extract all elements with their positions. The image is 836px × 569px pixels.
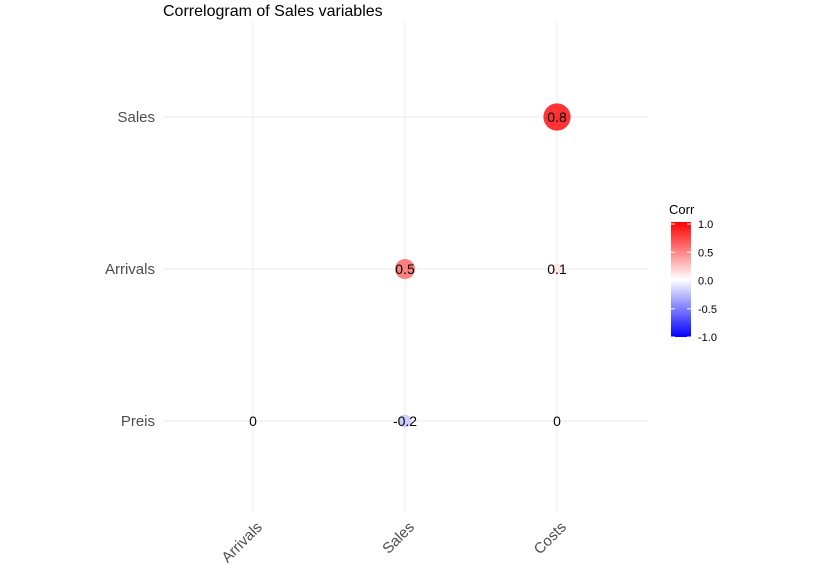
legend-ticks: 1.0 0.5 0.0 -0.5 -1.0 [671, 219, 717, 344]
x-tick-label: Costs [531, 519, 570, 558]
correlation-value-label: 0 [249, 413, 257, 429]
legend-tick-label: -1.0 [698, 332, 717, 344]
y-axis-ticks: Preis Arrivals Sales [105, 109, 155, 430]
correlation-value-label: 0 [553, 413, 561, 429]
correlation-value-label: 0.1 [547, 261, 567, 277]
chart-title: Correlogram of Sales variables [163, 3, 383, 20]
correlation-point [395, 259, 415, 279]
legend: Corr 1.0 0.5 0.0 -0.5 -1.0 [669, 202, 717, 344]
x-tick-label: Arrivals [218, 519, 265, 566]
y-tick-label: Arrivals [105, 261, 155, 278]
correlation-point [543, 103, 571, 131]
x-axis-ticks: Arrivals Sales Costs [218, 519, 569, 566]
x-tick-label: Sales [379, 519, 418, 558]
legend-title: Corr [669, 202, 695, 217]
legend-tick-label: -0.5 [698, 304, 717, 316]
correlation-points: 0 -0.2 0 0.5 0.1 0.8 [249, 103, 571, 429]
correlation-point [249, 417, 257, 425]
correlation-point [551, 263, 563, 275]
legend-tick-label: 0.5 [698, 247, 713, 259]
correlation-value-label: 0.8 [547, 109, 567, 125]
y-tick-label: Preis [121, 413, 155, 430]
correlation-value-label: -0.2 [393, 413, 417, 429]
legend-colorbar [671, 222, 691, 337]
correlation-point [553, 417, 561, 425]
legend-tick-label: 0.0 [698, 276, 713, 288]
legend-tick-label: 1.0 [698, 219, 713, 231]
y-tick-label: Sales [117, 109, 155, 126]
correlation-point [398, 414, 412, 428]
correlation-value-label: 0.5 [395, 261, 415, 277]
